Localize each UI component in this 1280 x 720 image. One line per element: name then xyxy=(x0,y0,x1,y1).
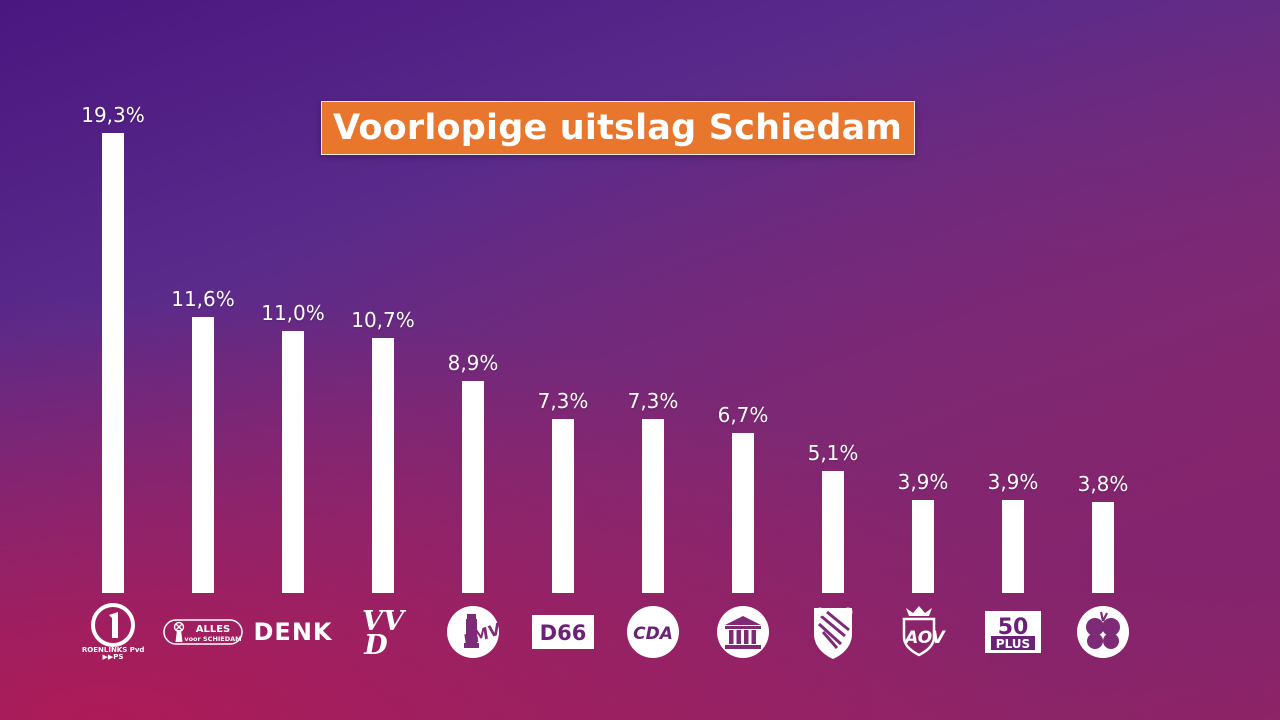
bar-rect xyxy=(102,133,124,593)
bar-rect xyxy=(552,419,574,593)
aov-crown-logo: AOV xyxy=(878,601,968,663)
cda-logo: CDA xyxy=(608,601,698,663)
bar-rect xyxy=(732,433,754,593)
bar-value-label: 7,3% xyxy=(537,389,589,413)
bar-group: 3,9% AOV xyxy=(878,0,968,720)
svg-text:PLUS: PLUS xyxy=(996,637,1030,651)
bar-rect xyxy=(822,471,844,593)
title-banner: Voorlopige uitslag Schiedam xyxy=(321,101,915,155)
bar-group: 7,3% D66 xyxy=(518,0,608,720)
d66-logo: D66 xyxy=(518,601,608,663)
partij-voor-de-dieren-logo xyxy=(1058,601,1148,663)
bar-rect xyxy=(1092,502,1114,593)
svg-text:DENK: DENK xyxy=(254,618,333,646)
bar-value-label: 6,7% xyxy=(717,403,769,427)
bar-group: 3,9% 50 PLUS xyxy=(968,0,1058,720)
bar-value-label: 3,9% xyxy=(897,470,949,494)
bar-rect xyxy=(462,381,484,593)
bar-value-label: 3,8% xyxy=(1077,472,1129,496)
bar-group: 19,3% GROENLINKS PvdA▶▶PS xyxy=(68,0,158,720)
page-title: Voorlopige uitslag Schiedam xyxy=(333,107,903,148)
svg-text:VV: VV xyxy=(362,606,407,637)
bar-rect xyxy=(372,338,394,593)
denk-logo: DENK xyxy=(248,601,338,663)
bar-group: 11,0% DENK xyxy=(248,0,338,720)
bar-rect xyxy=(1002,500,1024,593)
bar-group: 7,3% CDA xyxy=(608,0,698,720)
lmv-logo: LMV xyxy=(428,601,518,663)
svg-text:D66: D66 xyxy=(540,621,587,645)
bar-rect xyxy=(192,317,214,593)
svg-text:AOV: AOV xyxy=(903,628,946,648)
vvd-logo: VV D xyxy=(338,601,428,663)
svg-text:CDA: CDA xyxy=(633,624,673,644)
bar-value-label: 8,9% xyxy=(447,351,499,375)
bar-rect xyxy=(642,419,664,593)
bar-value-label: 7,3% xyxy=(627,389,679,413)
bar-value-label: 11,6% xyxy=(171,287,235,311)
bar-value-label: 19,3% xyxy=(81,103,145,127)
bar-group: 5,1% xyxy=(788,0,878,720)
bar-rect xyxy=(282,331,304,593)
svg-text:voor SCHIEDAM: voor SCHIEDAM xyxy=(184,635,241,643)
bar-group: 6,7% xyxy=(698,0,788,720)
alles-voor-schiedam-logo: ALLES voor SCHIEDAM xyxy=(158,601,248,663)
bar-group: 11,6% ALLES voor SCHIEDAM xyxy=(158,0,248,720)
bar-value-label: 5,1% xyxy=(807,441,859,465)
bar-group: 8,9% LMV xyxy=(428,0,518,720)
svg-text:D: D xyxy=(363,630,388,660)
bar-value-label: 3,9% xyxy=(987,470,1039,494)
gemeentebelangen-shield-logo xyxy=(788,601,878,663)
bar-value-label: 10,7% xyxy=(351,308,415,332)
groenlinks-pvda-logo: GROENLINKS PvdA▶▶PS xyxy=(68,601,158,663)
svg-text:▶▶PS: ▶▶PS xyxy=(103,653,124,661)
bar-group: 3,8% xyxy=(1058,0,1148,720)
svg-text:GROENLINKS PvdA: GROENLINKS PvdA xyxy=(82,646,144,654)
bar-group: 10,7% VV D xyxy=(338,0,428,720)
50plus-logo: 50 PLUS xyxy=(968,601,1058,663)
svg-text:ALLES: ALLES xyxy=(196,624,231,635)
bar-rect xyxy=(912,500,934,593)
svg-text:50: 50 xyxy=(998,615,1029,640)
sp-temple-logo xyxy=(698,601,788,663)
bar-value-label: 11,0% xyxy=(261,301,325,325)
